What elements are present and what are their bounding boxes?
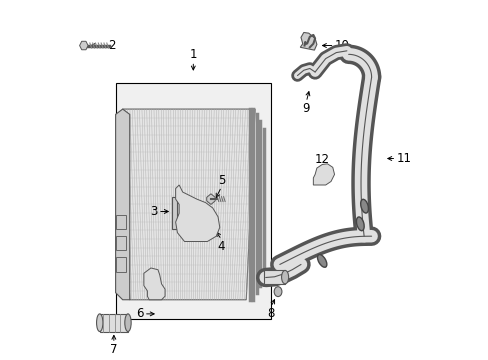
Text: 4: 4: [217, 240, 225, 253]
Text: 12: 12: [314, 153, 329, 166]
Polygon shape: [206, 194, 215, 204]
Polygon shape: [80, 41, 88, 50]
Polygon shape: [115, 109, 129, 300]
Text: 7: 7: [110, 343, 118, 356]
Text: 8: 8: [267, 307, 274, 320]
Ellipse shape: [96, 314, 102, 332]
Ellipse shape: [317, 255, 326, 267]
Text: 5: 5: [218, 174, 225, 187]
Polygon shape: [143, 268, 165, 300]
Text: 9: 9: [302, 102, 309, 115]
Bar: [115, 236, 125, 250]
Text: 1: 1: [189, 48, 197, 62]
Polygon shape: [175, 185, 219, 242]
Polygon shape: [300, 32, 316, 50]
Bar: [115, 257, 125, 271]
Text: 2: 2: [108, 39, 116, 52]
Text: 3: 3: [150, 205, 158, 218]
Bar: [115, 82, 270, 319]
Ellipse shape: [281, 270, 288, 284]
Bar: [264, 270, 285, 284]
Bar: [172, 197, 177, 229]
Bar: [115, 215, 125, 229]
Text: 11: 11: [395, 152, 410, 165]
Polygon shape: [122, 109, 255, 300]
Text: 10: 10: [334, 39, 349, 52]
Text: 6: 6: [136, 307, 143, 320]
Ellipse shape: [360, 199, 367, 213]
Ellipse shape: [274, 287, 282, 297]
Bar: [100, 314, 128, 332]
Polygon shape: [313, 164, 334, 185]
Ellipse shape: [356, 217, 364, 231]
Ellipse shape: [124, 314, 131, 332]
